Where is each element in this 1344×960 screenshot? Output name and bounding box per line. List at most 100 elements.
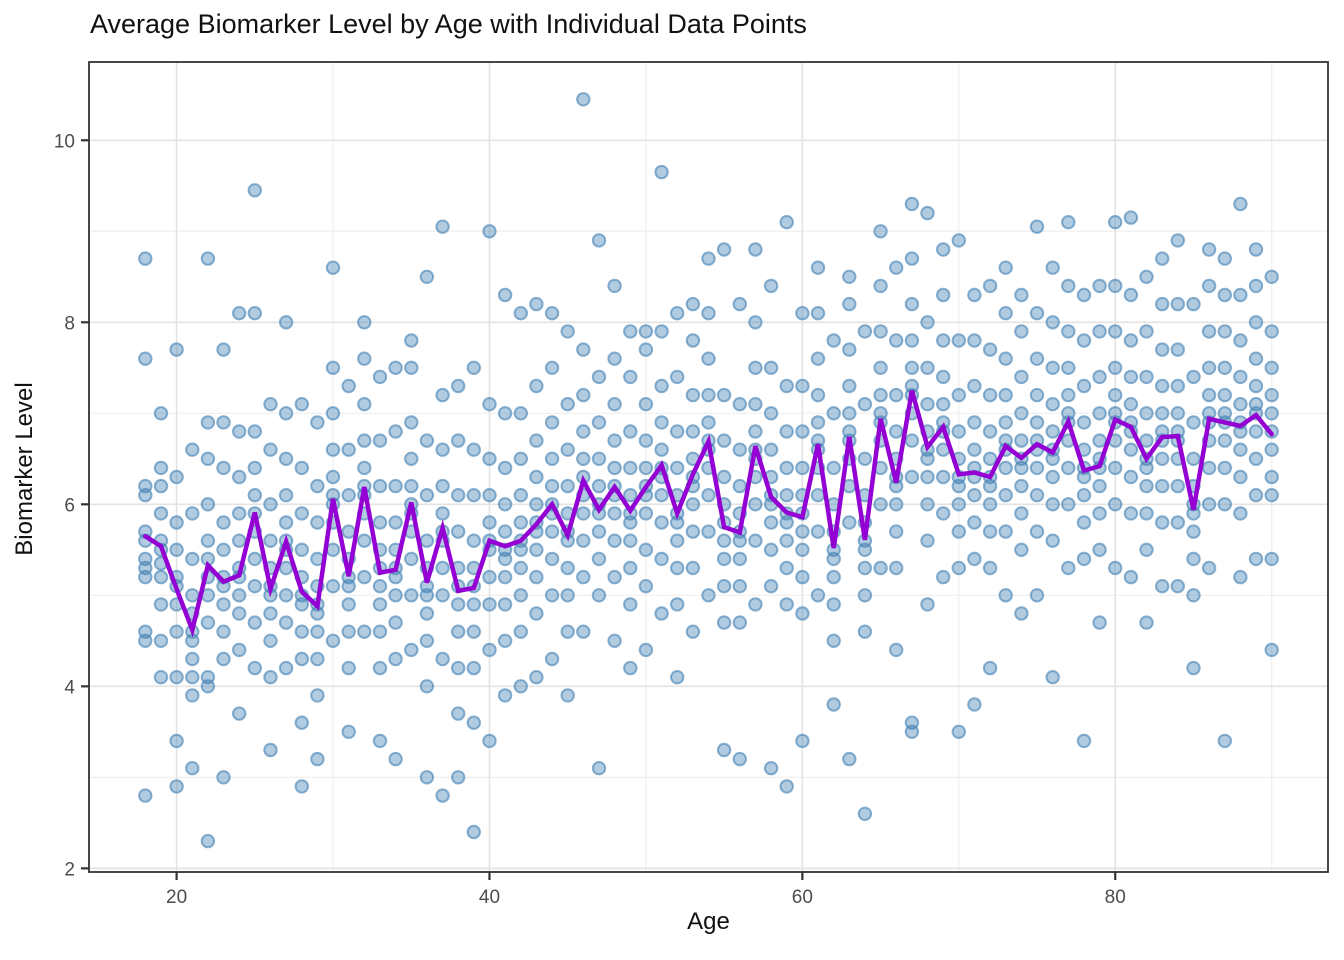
data-point <box>1092 433 1107 448</box>
data-point <box>1123 333 1139 348</box>
data-point <box>247 551 263 567</box>
data-point <box>325 542 341 557</box>
data-point <box>232 424 247 439</box>
data-point <box>247 660 263 676</box>
data-point <box>404 478 419 494</box>
data-point <box>826 569 841 585</box>
data-point <box>169 542 184 557</box>
data-point <box>404 360 419 375</box>
data-point <box>1092 478 1107 494</box>
data-point <box>1201 460 1217 476</box>
data-point <box>1029 415 1045 430</box>
data-point <box>1029 387 1045 403</box>
data-point <box>607 397 622 412</box>
data-point <box>529 469 544 485</box>
data-point <box>623 488 638 503</box>
data-point <box>1045 397 1060 412</box>
data-point <box>716 433 732 448</box>
data-point <box>1123 569 1139 585</box>
data-point <box>826 697 841 712</box>
data-point <box>451 378 466 394</box>
data-point <box>904 196 920 212</box>
data-point <box>623 424 638 439</box>
data-point <box>701 524 716 539</box>
data-point <box>623 460 638 476</box>
data-point <box>1217 360 1233 375</box>
x-tick-label: 80 <box>1105 887 1126 908</box>
data-point <box>1170 478 1186 494</box>
data-point <box>889 497 904 512</box>
data-point <box>982 451 998 466</box>
data-point <box>638 324 654 339</box>
data-point <box>497 633 513 648</box>
data-point <box>826 597 841 612</box>
data-point <box>1139 615 1154 630</box>
data-point <box>701 488 716 503</box>
data-point <box>466 624 481 639</box>
data-point <box>763 360 779 375</box>
data-point <box>1123 210 1139 225</box>
data-point <box>685 387 701 403</box>
data-point <box>357 433 372 448</box>
data-point <box>1108 360 1123 375</box>
data-point <box>388 360 403 375</box>
data-point <box>138 788 153 803</box>
data-point <box>654 324 669 339</box>
data-point <box>654 488 669 503</box>
data-point <box>247 615 263 630</box>
data-point <box>748 533 763 548</box>
data-point <box>325 633 341 648</box>
data-point <box>435 506 450 521</box>
data-point <box>372 369 388 385</box>
data-point <box>1248 278 1264 294</box>
data-point <box>576 424 591 439</box>
data-point <box>623 560 638 576</box>
data-point <box>967 488 982 503</box>
data-point <box>904 433 920 448</box>
data-point <box>701 351 716 366</box>
data-point <box>544 478 560 494</box>
data-point <box>936 397 951 412</box>
data-point <box>263 442 278 457</box>
data-point <box>1014 506 1029 521</box>
data-point <box>1186 296 1201 312</box>
data-point <box>748 597 763 612</box>
data-point <box>998 460 1013 476</box>
data-point <box>1248 488 1264 503</box>
data-point <box>654 378 669 394</box>
data-point <box>357 533 372 548</box>
data-point <box>998 588 1013 603</box>
data-point <box>716 387 732 403</box>
data-point <box>278 660 294 676</box>
data-point <box>435 560 450 576</box>
data-point <box>482 597 497 612</box>
data-point <box>607 533 622 548</box>
data-point <box>826 406 841 421</box>
data-point <box>576 451 591 466</box>
data-point <box>716 551 732 567</box>
data-point <box>544 415 560 430</box>
data-point <box>1139 542 1154 557</box>
data-point <box>185 651 200 667</box>
data-point <box>732 615 747 630</box>
data-point <box>591 551 607 567</box>
data-point <box>1248 424 1264 439</box>
data-point <box>951 333 966 348</box>
data-point <box>419 433 435 448</box>
data-point <box>388 588 403 603</box>
data-point <box>920 497 935 512</box>
data-point <box>1076 415 1092 430</box>
data-point <box>763 278 779 294</box>
data-point <box>1155 451 1170 466</box>
data-point <box>419 633 435 648</box>
average-line <box>143 390 1274 638</box>
data-point <box>200 415 216 430</box>
data-point <box>795 606 810 621</box>
data-point <box>967 442 982 457</box>
data-point <box>1217 433 1233 448</box>
data-point <box>685 424 701 439</box>
data-point <box>1076 333 1092 348</box>
data-point <box>936 569 951 585</box>
data-point <box>1217 251 1233 266</box>
